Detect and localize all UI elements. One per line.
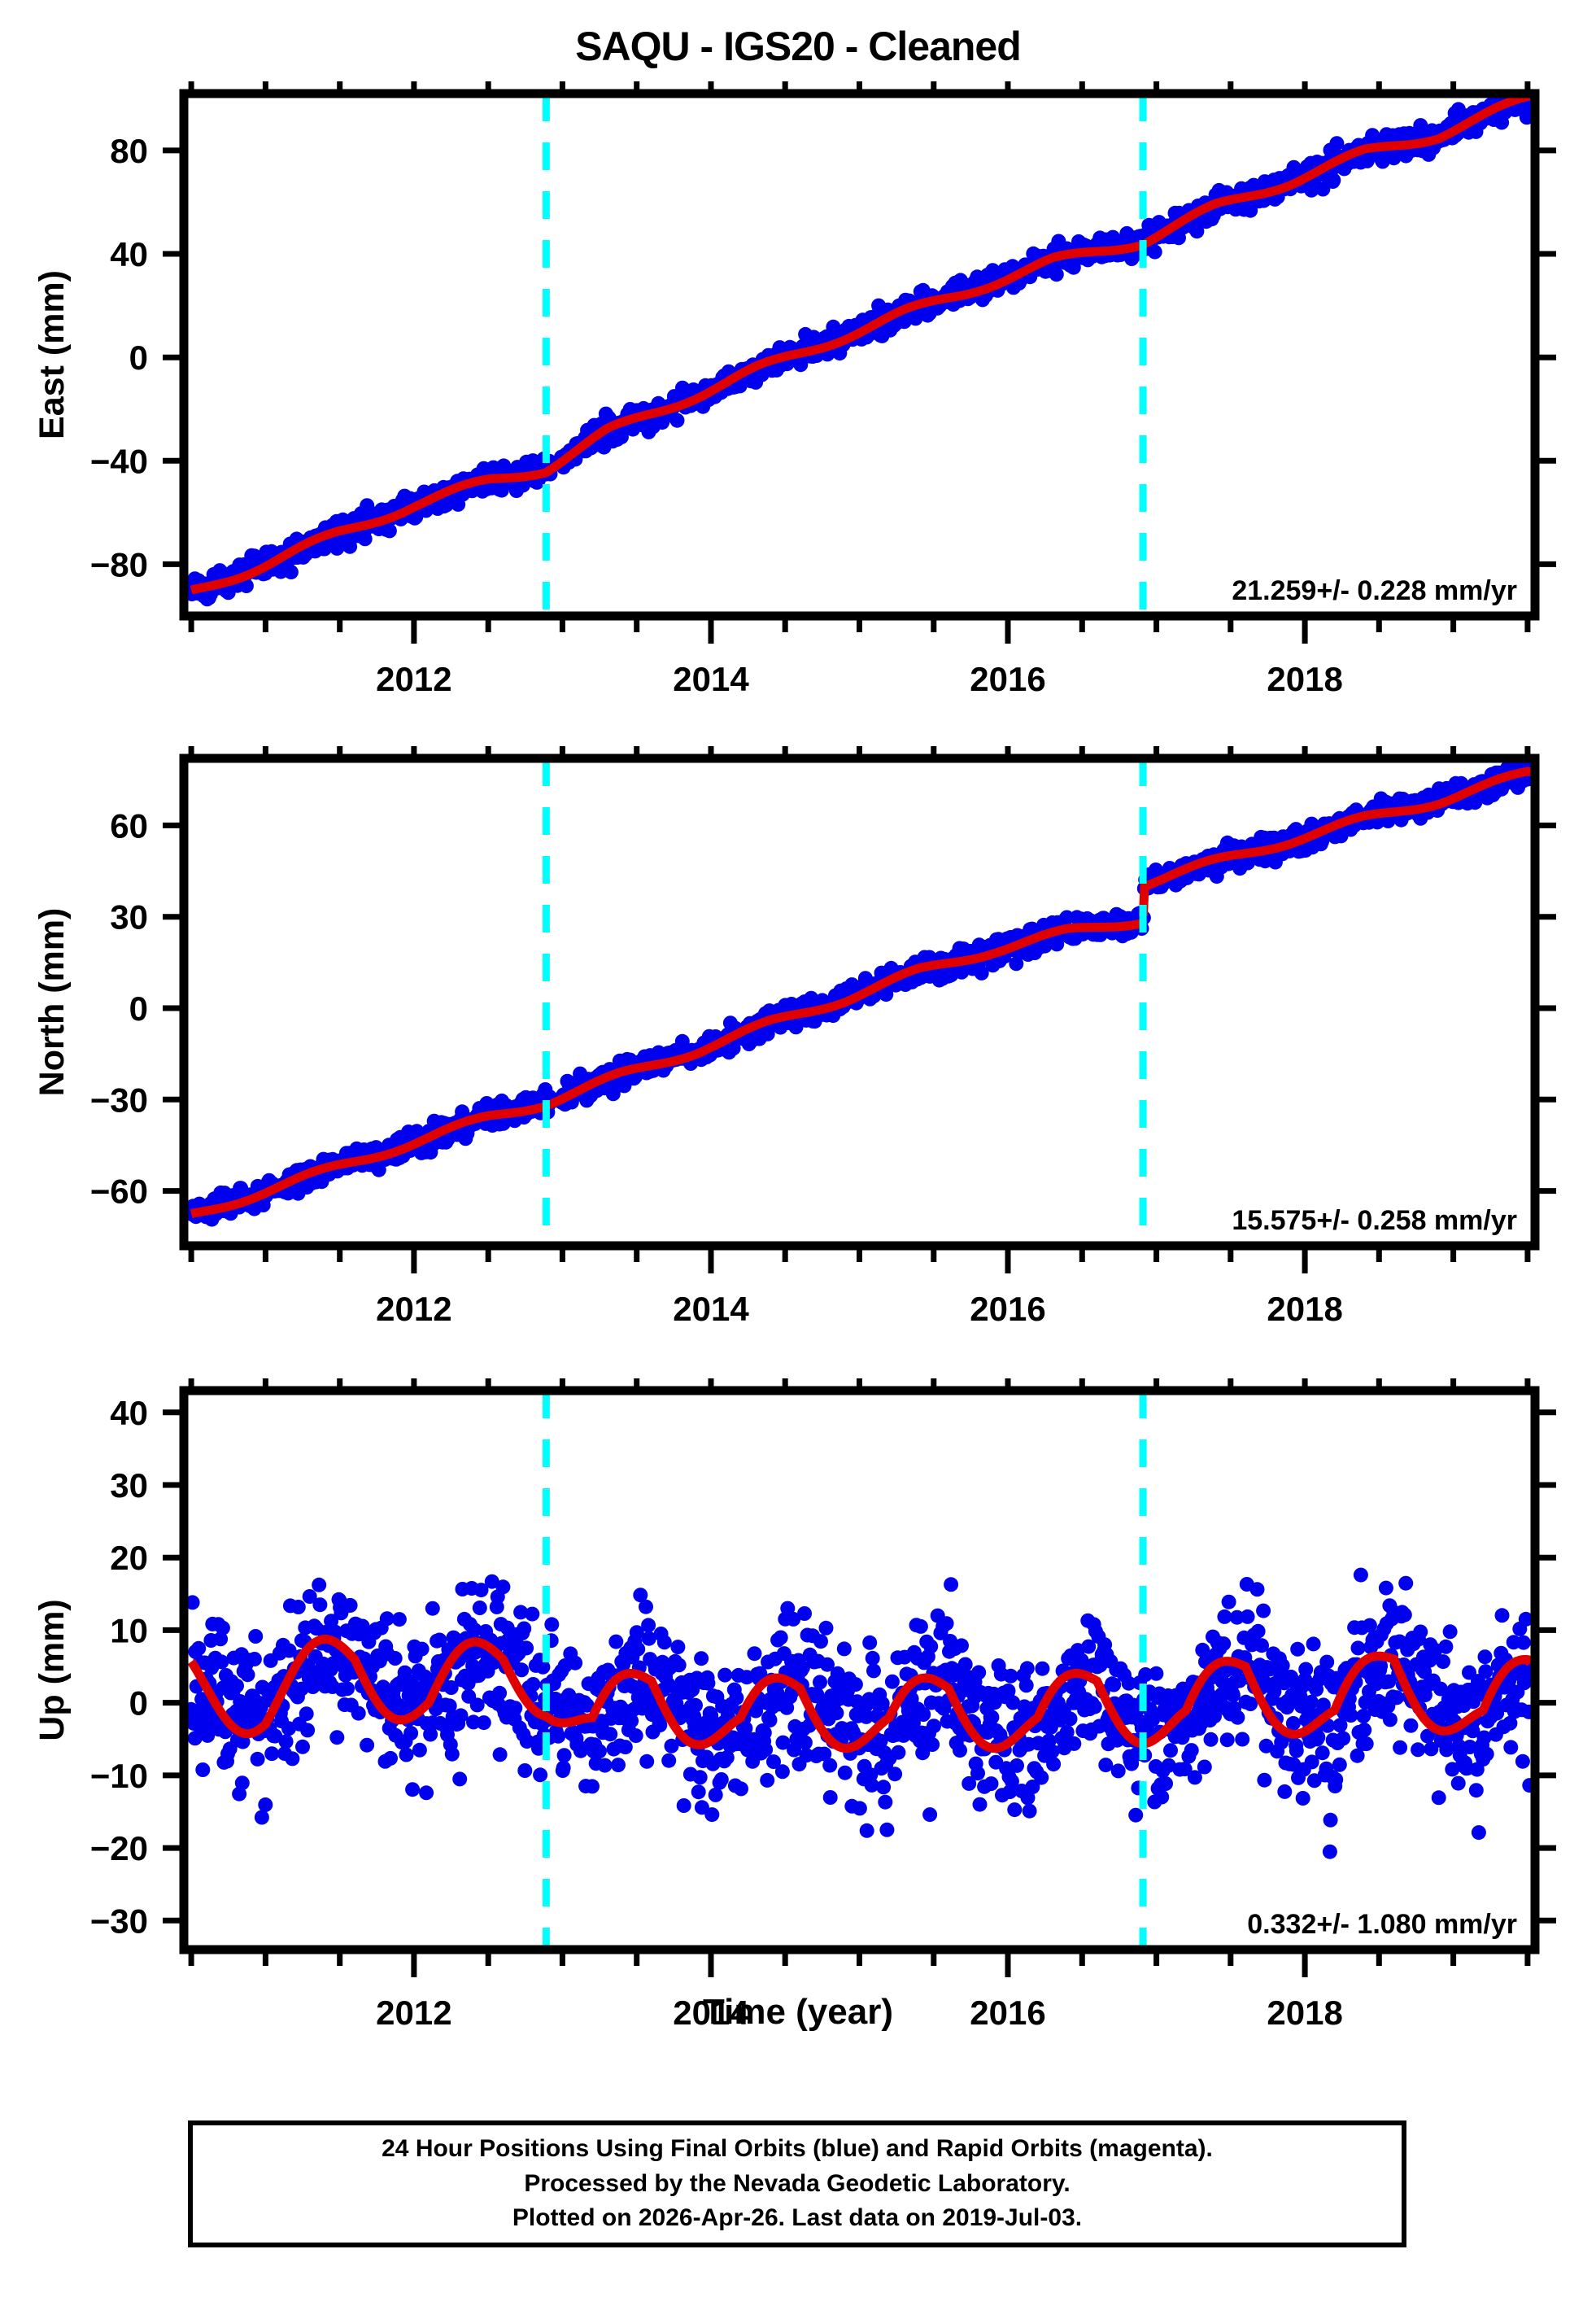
- y-tick-label: −30: [90, 1902, 148, 1940]
- y-tick-label: 40: [110, 235, 148, 273]
- y-tick-label: 30: [110, 1466, 148, 1505]
- model-trend-line: [187, 1635, 1535, 1753]
- x-tick-label: 2016: [970, 1994, 1045, 2032]
- y-tick-label: −60: [90, 1173, 148, 1211]
- x-tick-label: 2012: [376, 1994, 451, 2032]
- y-axis-label: Up (mm): [33, 1599, 72, 1740]
- footer-line-2: Processed by the Nevada Geodetic Laborat…: [524, 2169, 1071, 2197]
- y-tick-label: 0: [129, 989, 148, 1028]
- footer-line-3: Plotted on 2026-Apr-26. Last data on 201…: [512, 2204, 1083, 2232]
- panel-up: 40 30 20 10 0 −10 −20 −30 2012 2014 2016 2018 Up (mm…: [0, 1378, 1596, 2039]
- x-tick-label: 2014: [673, 1290, 749, 1328]
- y-tick-label: −10: [90, 1757, 148, 1795]
- rate-annotation: 15.575+/- 0.258 mm/yr: [1232, 1205, 1517, 1236]
- y-tick-label: −30: [90, 1081, 148, 1119]
- x-tick-label: 2012: [376, 660, 451, 698]
- model-trend-line: [190, 766, 1532, 1218]
- page-title: SAQU - IGS20 - Cleaned: [575, 24, 1022, 69]
- y-tick-label: −40: [90, 442, 148, 480]
- x-tick-label: 2016: [970, 1290, 1045, 1328]
- y-tick-label: 0: [129, 338, 148, 377]
- y-tick-label: 60: [110, 806, 148, 845]
- x-tick-label: 2018: [1267, 1994, 1342, 2032]
- footer-note-box: 24 Hour Positions Using Final Orbits (bl…: [188, 2120, 1406, 2247]
- x-tick-label: 2014: [673, 1994, 749, 2032]
- y-tick-label: −80: [90, 545, 148, 583]
- panel-east: 80 40 0 −40 −80 2012 2014 2016 2018 East (mm) 21.2…: [0, 81, 1596, 705]
- y-tick-label: 40: [110, 1394, 148, 1432]
- y-tick-label: 20: [110, 1539, 148, 1577]
- y-axis-label: East (mm): [33, 270, 72, 439]
- x-tick-label: 2012: [376, 1290, 451, 1328]
- x-axis-label: Time (year): [703, 1992, 893, 2032]
- x-tick-label: 2016: [970, 660, 1045, 698]
- model-trend-line: [190, 91, 1532, 595]
- footer-line-1: 24 Hour Positions Using Final Orbits (bl…: [382, 2135, 1213, 2163]
- y-tick-label: 30: [110, 898, 148, 937]
- panel-north: 60 30 0 −30 −60 2012 2014 2016 2018 North (mm) 15.…: [0, 746, 1596, 1335]
- x-tick-label: 2014: [673, 660, 749, 698]
- y-tick-label: 80: [110, 132, 148, 170]
- y-axis-label: North (mm): [33, 908, 72, 1097]
- x-tick-label: 2018: [1267, 1290, 1342, 1328]
- x-tick-label: 2018: [1267, 660, 1342, 698]
- y-tick-label: −20: [90, 1829, 148, 1867]
- rate-annotation: 0.332+/- 1.080 mm/yr: [1247, 1909, 1517, 1940]
- rate-annotation: 21.259+/- 0.228 mm/yr: [1232, 575, 1517, 606]
- y-tick-label: 10: [110, 1611, 148, 1649]
- y-tick-label: 0: [129, 1684, 148, 1723]
